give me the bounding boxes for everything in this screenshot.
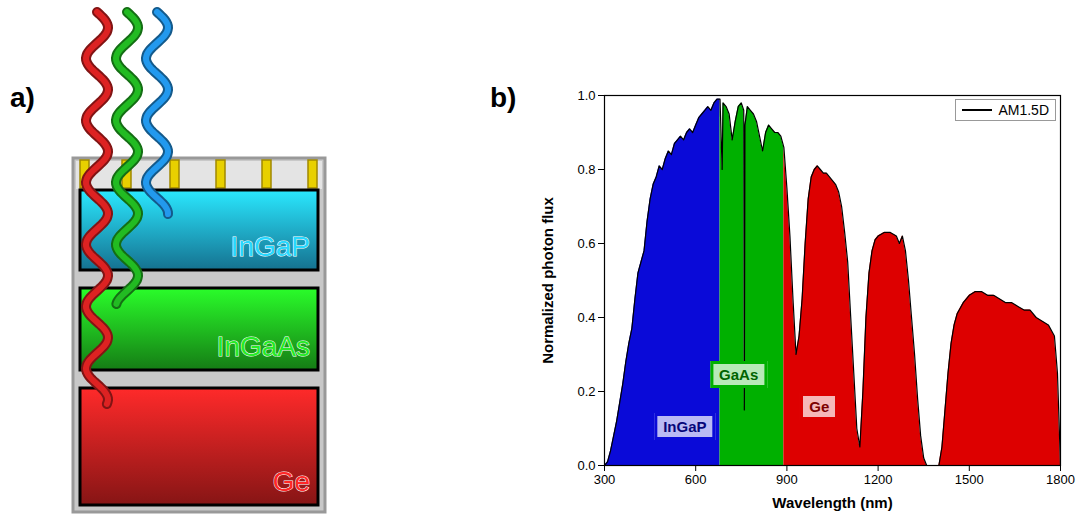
svg-text:0.6: 0.6	[577, 236, 595, 251]
svg-text:0.0: 0.0	[577, 458, 595, 473]
svg-text:600: 600	[685, 472, 707, 487]
svg-text:1800: 1800	[1046, 472, 1075, 487]
html-text:InGaP: InGaP	[663, 418, 707, 435]
svg-text:1500: 1500	[955, 472, 984, 487]
svg-text:Wavelength (nm): Wavelength (nm)	[772, 494, 892, 511]
html-text:AM1.5D: AM1.5D	[998, 102, 1049, 118]
svg-text:InGaP: InGaP	[231, 231, 310, 262]
html-text:b): b)	[490, 82, 517, 113]
svg-text:Ge: Ge	[273, 466, 310, 497]
svg-text:0.4: 0.4	[577, 310, 595, 325]
svg-text:1200: 1200	[864, 472, 893, 487]
html-text:GaAs: GaAs	[719, 366, 759, 383]
svg-text:0.2: 0.2	[577, 384, 595, 399]
svg-text:Normalized photon flux: Normalized photon flux	[539, 197, 556, 364]
svg-text:1.0: 1.0	[577, 88, 595, 103]
svg-text:300: 300	[594, 472, 616, 487]
svg-text:0.8: 0.8	[577, 162, 595, 177]
html-text:a): a)	[10, 82, 35, 113]
svg-text:InGaAs: InGaAs	[217, 331, 310, 362]
html-text:Ge: Ge	[809, 398, 830, 415]
svg-text:900: 900	[776, 472, 798, 487]
